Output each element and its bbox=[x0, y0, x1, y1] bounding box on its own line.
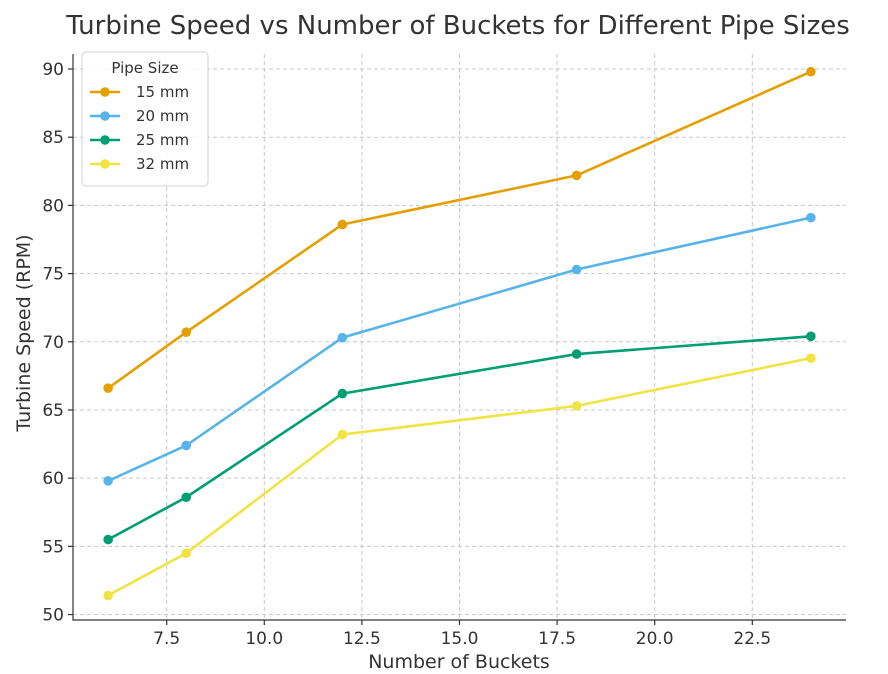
y-axis-label: Turbine Speed (RPM) bbox=[13, 234, 35, 432]
x-tick-label: 12.5 bbox=[343, 629, 381, 649]
data-point bbox=[337, 332, 348, 343]
data-point bbox=[103, 476, 113, 486]
data-point bbox=[181, 440, 192, 451]
y-tick-label: 60 bbox=[42, 469, 64, 489]
legend-label: 32 mm bbox=[136, 155, 189, 173]
axes bbox=[68, 54, 846, 625]
x-tick-label: 10.0 bbox=[245, 629, 283, 649]
y-tick-label: 65 bbox=[42, 401, 64, 421]
y-tick-label: 50 bbox=[42, 606, 64, 626]
legend-swatch-marker bbox=[100, 135, 110, 145]
data-series bbox=[103, 66, 816, 601]
data-point bbox=[806, 66, 816, 77]
data-point bbox=[571, 170, 582, 181]
data-point bbox=[181, 327, 192, 338]
y-tick-label: 75 bbox=[42, 265, 64, 285]
legend-box bbox=[81, 51, 209, 187]
legend-swatch-marker bbox=[100, 111, 110, 121]
data-point bbox=[571, 349, 582, 359]
data-point bbox=[571, 401, 582, 411]
x-tick-label: 17.5 bbox=[538, 629, 576, 649]
legend-label: 20 mm bbox=[136, 107, 189, 125]
data-point bbox=[337, 429, 348, 440]
x-tick-label: 15.0 bbox=[441, 629, 479, 649]
legend-label: 15 mm bbox=[136, 83, 189, 101]
y-tick-label: 90 bbox=[42, 60, 64, 80]
chart-title: Turbine Speed vs Number of Buckets for D… bbox=[65, 11, 850, 41]
x-tick-label: 20.0 bbox=[636, 629, 674, 649]
data-point bbox=[181, 492, 192, 503]
y-tick-label: 70 bbox=[42, 333, 64, 353]
data-point bbox=[571, 264, 582, 275]
legend: Pipe Size 15 mm 20 mm 25 mm 32 mm bbox=[81, 51, 209, 187]
y-tick-label: 85 bbox=[42, 128, 64, 148]
y-tick-label: 55 bbox=[42, 537, 64, 557]
legend-label: 25 mm bbox=[136, 131, 189, 149]
legend-swatch-marker bbox=[100, 159, 110, 169]
legend-title: Pipe Size bbox=[111, 59, 178, 77]
data-point bbox=[806, 212, 816, 223]
data-point bbox=[806, 331, 816, 342]
tick-labels: 7.5 10.0 12.5 15.0 17.5 20.0 22.5 50 55 60 65 70 75 8… bbox=[42, 60, 771, 649]
series-20-mm bbox=[103, 212, 816, 486]
data-point bbox=[103, 590, 113, 601]
data-point bbox=[103, 383, 113, 393]
data-point bbox=[103, 534, 113, 545]
axis-spines bbox=[72, 54, 846, 621]
data-point bbox=[337, 219, 348, 230]
legend-swatch-marker bbox=[100, 87, 110, 97]
series-25-mm bbox=[103, 331, 816, 545]
series-15-mm bbox=[103, 66, 816, 393]
grid-lines bbox=[73, 54, 846, 620]
data-point bbox=[806, 353, 816, 363]
data-point bbox=[337, 388, 348, 399]
x-tick-label: 7.5 bbox=[153, 629, 180, 649]
x-axis-label: Number of Buckets bbox=[368, 651, 550, 673]
y-tick-label: 80 bbox=[42, 196, 64, 216]
x-tick-label: 22.5 bbox=[733, 629, 771, 649]
data-point bbox=[181, 548, 192, 558]
series-32-mm bbox=[103, 353, 816, 601]
